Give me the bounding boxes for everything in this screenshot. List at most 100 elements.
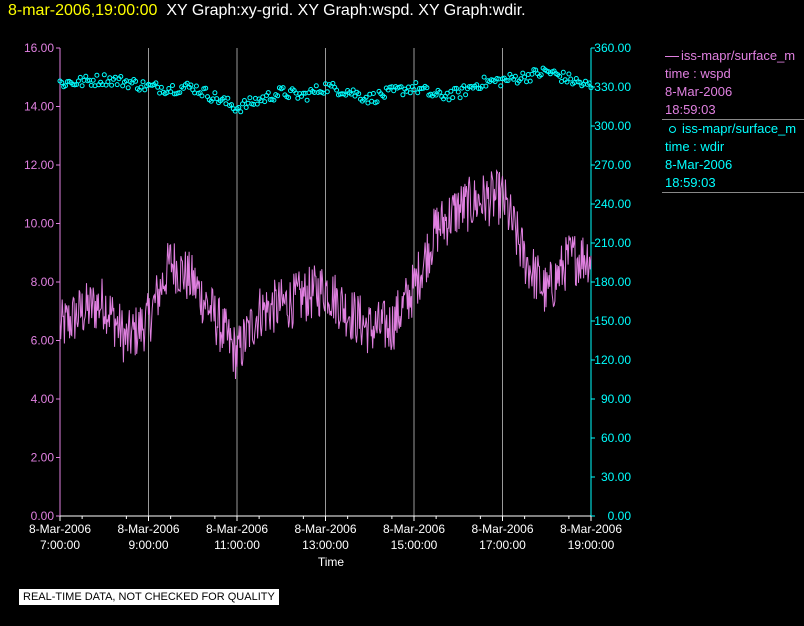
wdir-point — [476, 86, 481, 91]
wdir-point — [529, 71, 535, 77]
right-tick-label: 210.00 — [594, 236, 631, 250]
legend-wdir-date: 8-Mar-2006 — [665, 157, 733, 172]
wspd-series — [59, 169, 592, 380]
right-tick-label: 270.00 — [594, 158, 631, 172]
wdir-point — [503, 78, 509, 83]
wdir-point — [236, 105, 242, 110]
wdir-point — [356, 91, 362, 97]
right-tick-label: 30.00 — [601, 470, 631, 484]
legend-wdir-field: time : wdir — [665, 139, 725, 154]
wdir-point — [407, 90, 413, 96]
wdir-point — [363, 94, 369, 100]
wdir-point — [566, 71, 572, 77]
wdir-point — [254, 101, 260, 107]
wdir-point — [522, 74, 528, 80]
wdir-point — [391, 88, 397, 94]
left-tick-label: 2.00 — [31, 451, 55, 465]
wdir-series — [57, 65, 594, 115]
wdir-point — [181, 85, 186, 91]
wdir-point — [343, 92, 349, 98]
wdir-point — [374, 99, 380, 105]
legend: iss-mapr/surface_m time : wspd 8-Mar-200… — [662, 47, 804, 193]
wdir-point — [295, 95, 301, 101]
wdir-point — [348, 91, 354, 97]
x-tick-label-time: 17:00:00 — [479, 538, 526, 552]
wspd-line — [59, 169, 592, 380]
wdir-point — [158, 84, 164, 90]
left-tick-label: 6.00 — [31, 334, 55, 348]
x-tick-label-date: 8-Mar-2006 — [471, 522, 533, 536]
wdir-point — [350, 87, 356, 93]
x-tick-label-date: 8-Mar-2006 — [560, 522, 622, 536]
wdir-point — [188, 82, 194, 88]
right-tick-label: 240.00 — [594, 197, 631, 211]
wdir-point — [153, 80, 159, 86]
wdir-point — [275, 93, 281, 99]
wdir-point — [238, 109, 244, 115]
wdir-point — [203, 85, 209, 91]
wdir-axis: 0.00 30.00 60.00 90.00 120.00 150.00 180.00 210… — [590, 41, 631, 523]
x-tick-label-time: 11:00:00 — [214, 538, 260, 552]
wdir-point — [138, 84, 144, 90]
wdir-point — [437, 89, 443, 95]
wdir-point — [247, 95, 253, 101]
legend-wspd-date: 8-Mar-2006 — [665, 84, 733, 99]
wdir-point — [448, 88, 454, 94]
wdir-point — [527, 78, 533, 84]
left-tick-label: 0.00 — [31, 509, 55, 523]
legend-wspd-source: iss-mapr/surface_m — [681, 48, 796, 63]
wdir-point — [280, 85, 286, 91]
left-tick-label: 12.00 — [24, 158, 54, 172]
wdir-point — [212, 90, 218, 96]
wdir-point — [286, 95, 292, 101]
legend-wspd-field: time : wspd — [665, 66, 731, 81]
wdir-point — [586, 80, 592, 86]
wdir-point — [411, 87, 417, 93]
wdir-point — [538, 72, 544, 78]
time-axis: 8-Mar-2006 7:00:00 8-Mar-2006 9:00:00 8-Mar-… — [29, 515, 622, 552]
right-tick-label: 120.00 — [594, 353, 631, 367]
wdir-point — [118, 74, 124, 79]
legend-line-icon — [665, 56, 679, 58]
wdir-point — [90, 77, 96, 83]
legend-wdir-time: 18:59:03 — [665, 175, 716, 190]
wdir-point — [271, 97, 277, 103]
wdir-point — [199, 93, 205, 99]
wdir-point — [452, 86, 458, 91]
x-tick-label-date: 8-Mar-2006 — [117, 522, 179, 536]
wdir-point — [498, 83, 504, 89]
header-timestamp: 8-mar-2006,19:00:00 — [8, 2, 158, 19]
x-tick-label-date: 8-Mar-2006 — [206, 522, 268, 536]
wdir-point — [557, 73, 563, 79]
legend-wspd: iss-mapr/surface_m time : wspd 8-Mar-200… — [662, 47, 804, 120]
wdir-point — [142, 87, 148, 93]
wdir-point — [63, 83, 68, 89]
wdir-point — [265, 90, 271, 96]
wdir-point — [120, 83, 126, 89]
x-tick-label-date: 8-Mar-2006 — [383, 522, 445, 536]
legend-wdir: iss-mapr/surface_m time : wdir 8-Mar-200… — [662, 120, 804, 193]
wdir-point — [79, 83, 85, 89]
wdir-point — [94, 72, 100, 78]
wdir-point — [241, 98, 247, 103]
wdir-point — [313, 83, 319, 89]
x-tick-label-date: 8-Mar-2006 — [294, 522, 356, 536]
wdir-point — [334, 87, 340, 93]
wdir-point — [444, 90, 450, 96]
wdir-point — [177, 90, 183, 96]
header-title: XY Graph:xy-grid. XY Graph:wspd. XY Grap… — [166, 2, 526, 19]
wdir-point — [413, 80, 419, 86]
wdir-point — [330, 80, 336, 86]
wdir-point — [352, 93, 358, 99]
wdir-point — [114, 82, 120, 88]
wdir-point — [382, 94, 387, 100]
wdir-point — [568, 76, 574, 82]
legend-marker-icon — [669, 126, 676, 134]
wdir-point — [512, 73, 518, 79]
right-tick-label: 150.00 — [594, 314, 631, 328]
wdir-point — [243, 105, 249, 110]
wdir-point — [433, 92, 439, 98]
right-tick-label: 360.00 — [594, 41, 631, 55]
wdir-point — [588, 85, 594, 91]
